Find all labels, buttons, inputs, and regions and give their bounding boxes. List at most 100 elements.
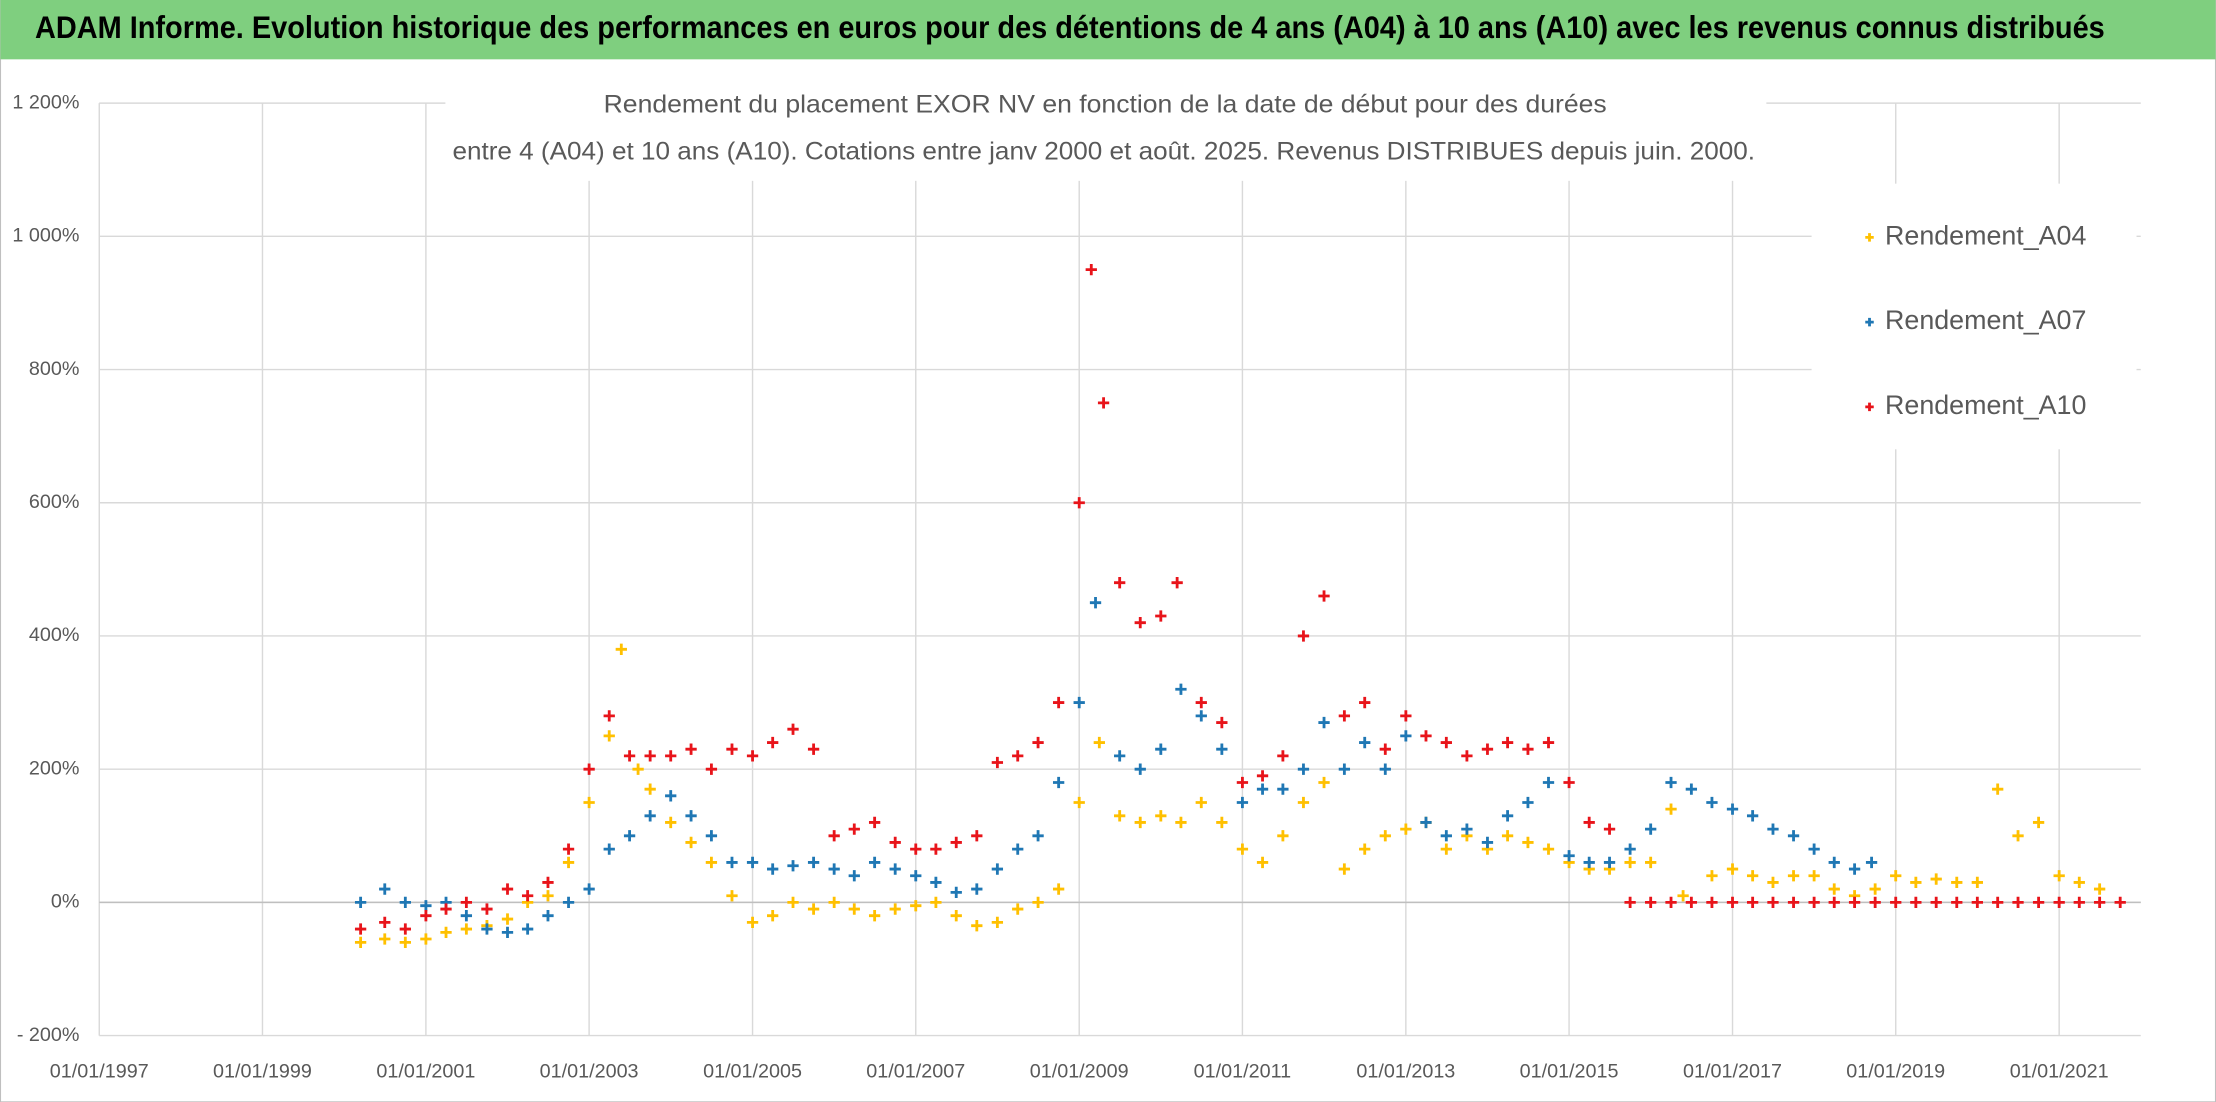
data-point: [828, 863, 840, 875]
data-point: [1787, 830, 1800, 842]
data-point: [1379, 743, 1391, 755]
data-point: [1522, 836, 1534, 849]
data-point: [1400, 710, 1412, 722]
data-point: [746, 856, 759, 869]
x-tick-label: 01/01/2009: [1030, 1061, 1129, 1083]
data-point: [1726, 863, 1739, 875]
data-point: [583, 796, 595, 809]
data-point: [848, 823, 860, 835]
data-point: [1971, 896, 1983, 909]
data-point: [930, 843, 942, 855]
data-point: [1093, 736, 1105, 749]
y-tick-label: 1 000%: [12, 225, 79, 247]
data-point: [1359, 843, 1371, 855]
data-point: [1726, 896, 1739, 909]
data-point: [705, 856, 718, 869]
data-point: [542, 910, 554, 922]
data-point: [460, 923, 473, 935]
data-point: [2012, 896, 2024, 909]
data-point: [1440, 736, 1452, 749]
y-tick-label: 400%: [29, 624, 80, 646]
data-point: [1155, 810, 1167, 822]
data-point: [971, 830, 983, 842]
x-tick-label: 01/01/2001: [376, 1061, 475, 1083]
data-point: [910, 843, 922, 855]
data-point: [1338, 863, 1351, 875]
data-point: [1400, 730, 1412, 742]
data-point: [807, 903, 820, 915]
data-point: [950, 886, 962, 899]
data-point: [1073, 497, 1085, 509]
data-point: [1175, 683, 1187, 695]
data-point: [379, 883, 391, 895]
data-point: [1828, 856, 1840, 869]
data-point: [1277, 750, 1289, 762]
data-point: [787, 860, 799, 872]
data-point: [1012, 903, 1024, 915]
data-point: [1085, 263, 1097, 276]
data-point: [632, 763, 644, 775]
data-point: [950, 836, 962, 849]
data-point: [1440, 830, 1452, 842]
data-point: [685, 810, 697, 822]
data-point: [2053, 896, 2065, 909]
data-point: [1624, 843, 1636, 855]
data-point: [1097, 397, 1110, 409]
data-point: [1583, 816, 1595, 829]
data-point: [2114, 896, 2126, 909]
data-point: [1869, 896, 1881, 909]
data-point: [1216, 716, 1228, 729]
data-point: [1318, 590, 1330, 602]
data-point: [868, 816, 881, 829]
data-point: [1277, 830, 1289, 842]
y-tick-label: 800%: [29, 358, 80, 380]
data-point: [1379, 830, 1391, 842]
y-tick-label: 600%: [29, 491, 80, 513]
data-point: [1032, 736, 1044, 749]
x-tick-label: 01/01/2021: [2010, 1061, 2109, 1083]
data-point: [726, 890, 738, 902]
data-point: [1583, 856, 1595, 869]
data-point: [399, 936, 411, 949]
data-point: [1461, 823, 1473, 835]
y-tick-label: 1 200%: [12, 91, 79, 113]
data-point: [354, 936, 367, 949]
data-point: [1277, 783, 1289, 795]
data-point: [354, 923, 367, 935]
data-point: [1501, 810, 1514, 822]
data-point: [521, 890, 534, 902]
y-tick-label: 200%: [29, 757, 80, 779]
data-point: [440, 926, 452, 939]
data-point: [971, 883, 983, 895]
data-point: [644, 783, 656, 795]
data-point: [1236, 776, 1249, 789]
data-point: [685, 743, 697, 755]
data-point: [726, 856, 738, 869]
data-point: [2053, 870, 2065, 882]
data-point: [665, 790, 677, 802]
data-point: [399, 923, 411, 935]
data-point: [1746, 810, 1759, 822]
data-point: [787, 896, 799, 909]
data-point: [1216, 743, 1228, 755]
legend: Rendement_A04 Rendement_A07 Rendement_A10: [1865, 220, 2086, 420]
data-point: [562, 843, 575, 855]
data-point: [991, 863, 1004, 875]
data-point: [1338, 710, 1351, 722]
data-point: [562, 896, 575, 909]
data-point: [420, 900, 432, 912]
data-point: [420, 933, 432, 945]
data-point: [848, 903, 860, 915]
data-point: [746, 916, 759, 929]
data-point: [1787, 896, 1800, 909]
y-tick-label: - 200%: [17, 1024, 80, 1046]
data-point: [542, 876, 554, 889]
data-point: [2093, 883, 2106, 895]
x-tick-label: 01/01/2003: [540, 1061, 639, 1083]
data-point: [379, 933, 391, 945]
data-point: [1665, 776, 1677, 789]
data-point: [481, 903, 493, 915]
data-point: [562, 856, 575, 869]
data-point: [1461, 750, 1473, 762]
data-point: [1746, 896, 1759, 909]
